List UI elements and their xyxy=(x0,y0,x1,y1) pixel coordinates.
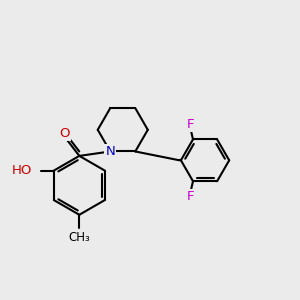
Text: F: F xyxy=(186,190,194,203)
Text: N: N xyxy=(105,145,115,158)
Text: HO: HO xyxy=(11,164,32,177)
Text: CH₃: CH₃ xyxy=(68,231,90,244)
Text: O: O xyxy=(59,127,70,140)
Text: N: N xyxy=(105,145,115,158)
Text: F: F xyxy=(186,118,194,130)
